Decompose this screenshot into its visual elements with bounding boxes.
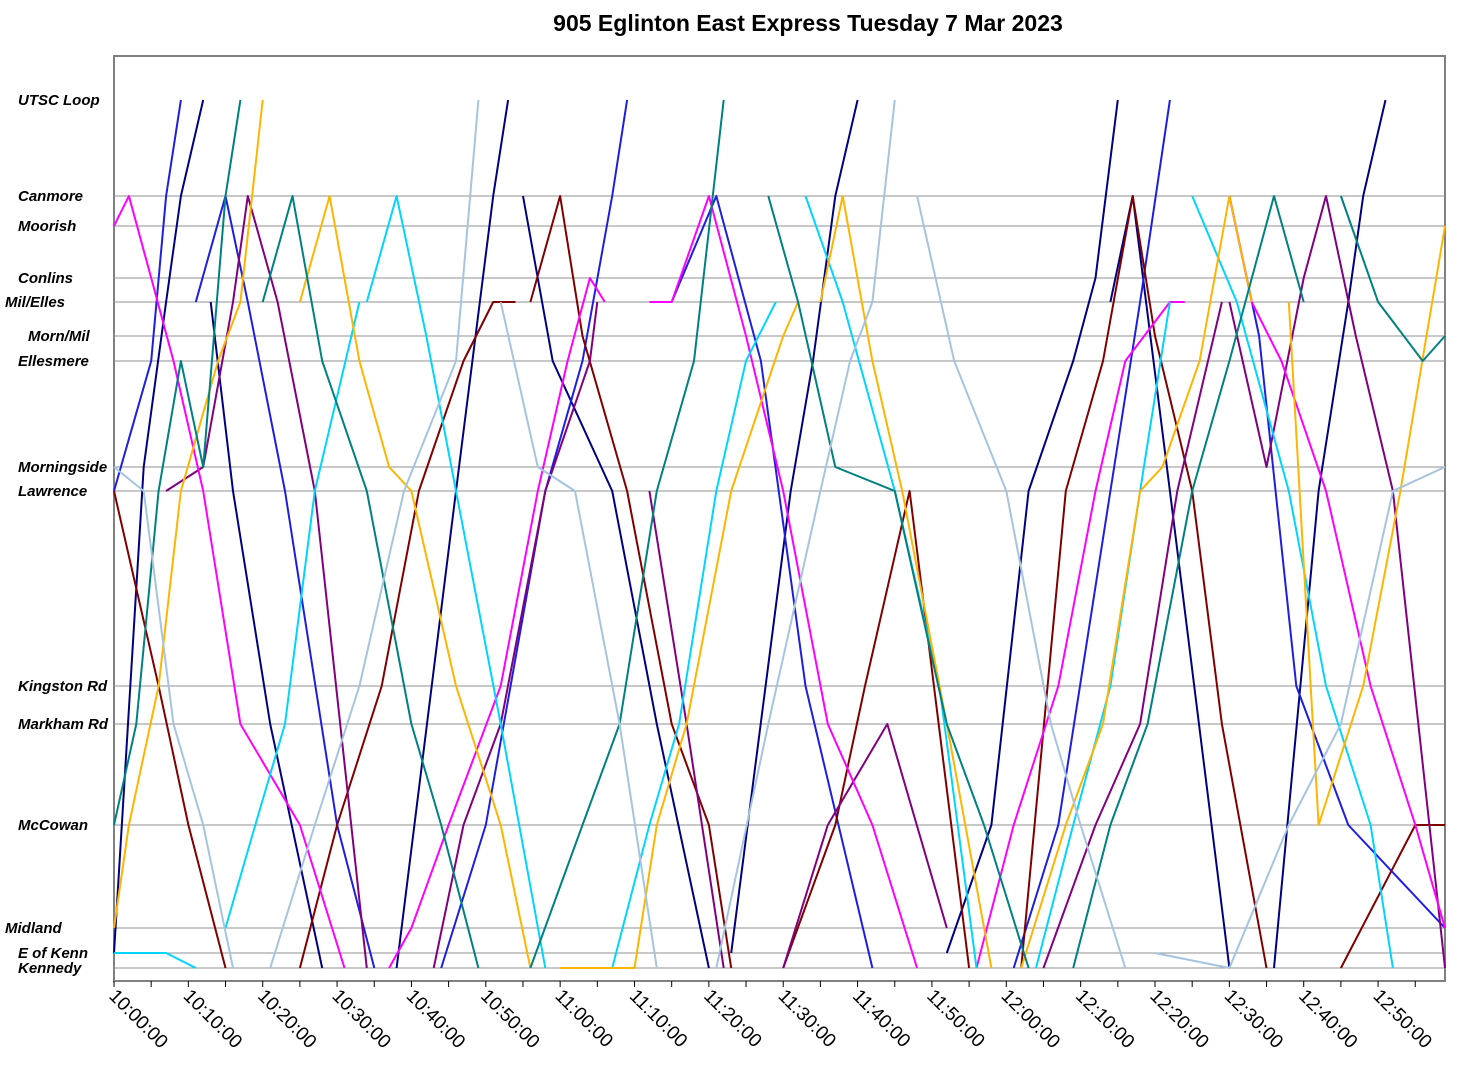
time-axis: 10:00:00 10:10:00 10:20:00 10:30:00 10:40:00… (104, 981, 1436, 1053)
chart-title: 905 Eglinton East Express Tuesday 7 Mar … (553, 10, 1063, 36)
trip-line (715, 99, 896, 969)
trip-line (388, 277, 606, 969)
gridlines (114, 195, 1445, 969)
station-label: Canmore (18, 188, 83, 205)
trip-line (945, 99, 1119, 954)
trip-line (522, 195, 710, 969)
trip-line (113, 99, 182, 492)
station-label: Lawrence (18, 483, 87, 500)
x-tick-label: 10:00:00 (104, 986, 171, 1053)
series-6 (113, 99, 1446, 969)
trip-line (113, 99, 242, 826)
trip-line (1191, 195, 1394, 969)
station-labels: UTSC Loop Canmore Moorish Conlins Mil/Elles M… (5, 92, 109, 977)
trip-line (1072, 195, 1305, 969)
x-tick-label: 12:40:00 (1294, 986, 1361, 1053)
x-tick-label: 10:40:00 (402, 986, 469, 1053)
trip-line (767, 195, 1030, 969)
x-tick-label: 11:00:00 (551, 986, 617, 1052)
station-label: Mil/Elles (5, 294, 65, 311)
station-label: Morn/Mil (28, 328, 90, 345)
x-tick-label: 11:10:00 (625, 986, 691, 1052)
series-7 (113, 99, 1446, 969)
trip-line (1154, 466, 1446, 969)
trip-line (432, 301, 599, 969)
station-label: Ellesmere (18, 353, 89, 370)
trip-line (395, 99, 510, 969)
trip-line (1020, 195, 1253, 969)
trip-line (113, 490, 227, 969)
series-layer (113, 99, 1446, 969)
trip-line (529, 99, 725, 969)
station-label: Markham Rd (18, 716, 109, 733)
trip-line (1035, 301, 1171, 969)
series-5 (114, 195, 1394, 969)
trip-line (819, 195, 993, 969)
trip-line (611, 301, 777, 969)
trip-line (1339, 195, 1446, 362)
trip-line (113, 195, 346, 969)
x-tick-label: 12:20:00 (1145, 986, 1212, 1053)
x-tick-label: 11:50:00 (922, 986, 988, 1052)
trip-line (113, 99, 264, 929)
station-label: Moorish (18, 218, 76, 235)
station-label: McCowan (18, 817, 88, 834)
x-tick-label: 10:10:00 (179, 986, 246, 1053)
trip-line (298, 195, 532, 969)
series-0 (113, 99, 1387, 969)
trip-line (440, 99, 629, 969)
station-label: Kennedy (18, 960, 82, 977)
trip-line (194, 195, 376, 969)
trip-line (560, 301, 800, 969)
trip-line (113, 99, 205, 954)
trip-line (269, 99, 480, 969)
trip-line (261, 195, 480, 969)
series-8 (113, 99, 1446, 969)
x-tick-label: 12:50:00 (1369, 986, 1436, 1053)
station-label: Conlins (18, 270, 73, 287)
trip-line (1042, 301, 1223, 969)
trip-line (499, 301, 658, 969)
trip-line (916, 195, 1127, 969)
x-tick-label: 11:30:00 (774, 986, 840, 1052)
trip-line (529, 195, 733, 969)
x-tick-label: 12:30:00 (1220, 986, 1287, 1053)
trip-line (1012, 99, 1171, 969)
x-tick-label: 10:20:00 (253, 986, 320, 1053)
trip-line (1109, 195, 1231, 969)
station-label: UTSC Loop (18, 92, 100, 109)
station-label: Midland (5, 920, 62, 937)
trip-line (782, 723, 948, 969)
trip-line (114, 952, 197, 969)
x-tick-label: 12:10:00 (1071, 986, 1138, 1053)
plot-area (113, 55, 1446, 982)
trip-line (730, 99, 859, 954)
station-label: Morningside (18, 459, 107, 476)
x-tick-label: 12:00:00 (997, 986, 1064, 1053)
trip-line (1020, 195, 1268, 969)
x-tick-label: 10:50:00 (476, 986, 543, 1053)
trip-line (365, 195, 547, 969)
x-tick-label: 11:20:00 (699, 986, 765, 1052)
trip-line (298, 301, 516, 969)
trip-line (224, 301, 361, 929)
station-label: Kingston Rd (18, 678, 108, 695)
station-label: E of Kenn (18, 945, 88, 962)
trip-line (649, 195, 919, 969)
trip-line (670, 195, 874, 969)
trip-line (113, 466, 234, 969)
trip-line (209, 301, 324, 969)
x-tick-label: 10:30:00 (328, 986, 395, 1053)
x-tick-label: 11:40:00 (848, 986, 914, 1052)
trip-line (1287, 225, 1446, 826)
